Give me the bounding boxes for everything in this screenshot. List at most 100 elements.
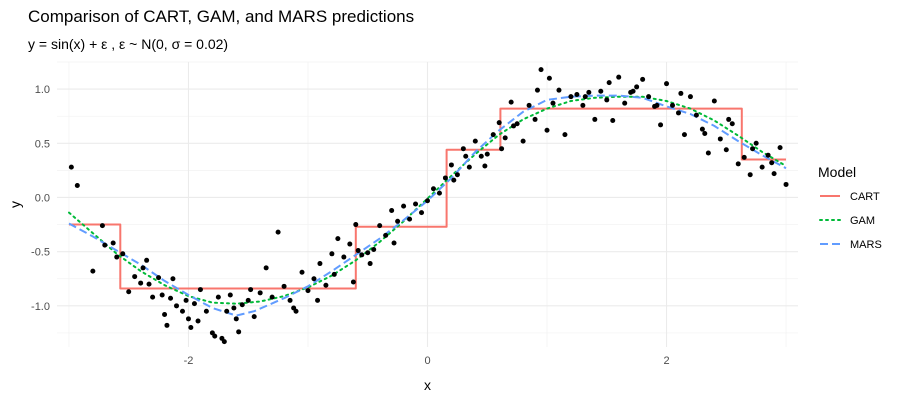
data-point: [622, 100, 628, 106]
data-point: [203, 308, 209, 314]
data-point: [140, 265, 146, 271]
data-point: [448, 162, 454, 168]
data-point: [520, 138, 526, 144]
data-point: [482, 163, 488, 169]
data-point: [466, 164, 472, 170]
data-point: [580, 102, 586, 108]
data-point: [275, 229, 281, 235]
data-point: [102, 242, 108, 248]
data-point: [120, 251, 126, 257]
data-point: [68, 164, 74, 170]
data-point: [729, 121, 735, 127]
data-point: [616, 74, 622, 80]
data-point: [544, 127, 550, 133]
data-point: [574, 92, 580, 98]
data-point: [164, 322, 170, 328]
data-point: [750, 146, 756, 152]
data-point: [586, 89, 592, 95]
data-point: [355, 248, 361, 254]
x-axis-title: x: [424, 377, 431, 393]
data-point: [460, 146, 466, 152]
data-point: [287, 297, 293, 303]
data-point: [640, 76, 646, 82]
data-point: [490, 132, 496, 138]
data-point: [508, 99, 514, 105]
data-point: [425, 198, 430, 204]
data-point: [442, 175, 448, 181]
data-point: [281, 283, 287, 289]
data-point: [315, 297, 321, 303]
data-point: [99, 223, 105, 229]
data-point: [224, 308, 230, 314]
data-point: [534, 87, 540, 93]
y-tick-label: 0.5: [35, 138, 50, 150]
data-point: [236, 329, 242, 335]
data-point: [341, 254, 347, 260]
legend-label-gam: GAM: [850, 215, 875, 227]
data-point: [371, 246, 377, 252]
data-point: [367, 261, 373, 267]
y-tick-label: 0.0: [35, 192, 50, 204]
data-point: [687, 94, 693, 100]
data-point: [783, 181, 789, 187]
data-point: [478, 153, 484, 159]
data-point: [132, 274, 138, 280]
chart-points: [68, 67, 789, 345]
series-line-cart: [69, 107, 786, 290]
data-point: [681, 132, 687, 138]
data-point: [499, 146, 505, 152]
data-point: [221, 339, 227, 345]
data-point: [329, 251, 335, 257]
data-point: [646, 94, 652, 100]
data-point: [413, 201, 419, 207]
data-point: [179, 308, 185, 314]
data-point: [377, 223, 383, 229]
data-point: [568, 94, 574, 100]
chart-title: Comparison of CART, GAM, and MARS predic…: [28, 7, 415, 26]
data-point: [162, 311, 168, 317]
data-point: [451, 177, 457, 183]
data-point: [347, 241, 353, 247]
data-point: [212, 333, 218, 339]
data-point: [335, 236, 341, 242]
y-axis-title: y: [7, 201, 23, 208]
data-point: [664, 81, 670, 87]
data-point: [188, 324, 194, 330]
data-point: [765, 152, 771, 158]
data-point: [598, 88, 604, 94]
data-point: [407, 216, 413, 222]
data-point: [606, 80, 612, 86]
data-point: [114, 254, 120, 260]
data-point: [359, 252, 365, 258]
data-point: [401, 203, 407, 209]
data-point: [90, 268, 96, 274]
data-point: [538, 67, 544, 73]
data-point: [484, 151, 490, 157]
x-tick-label: 0: [424, 355, 430, 367]
data-point: [251, 314, 257, 320]
data-point: [391, 240, 397, 246]
data-point: [174, 303, 180, 309]
data-point: [654, 102, 660, 108]
data-point: [110, 240, 116, 246]
data-point: [610, 118, 616, 124]
data-point: [317, 261, 323, 267]
data-point: [350, 279, 356, 285]
data-point: [126, 289, 132, 295]
x-tick-label: -2: [184, 355, 194, 367]
data-point: [419, 210, 425, 216]
data-point: [526, 102, 532, 108]
data-point: [257, 290, 263, 296]
data-point: [331, 271, 337, 277]
data-point: [383, 232, 389, 238]
data-point: [365, 250, 371, 256]
data-point: [215, 294, 221, 300]
data-point: [170, 276, 176, 282]
data-point: [699, 126, 705, 132]
chart-grid: [57, 61, 798, 347]
data-point: [291, 305, 297, 311]
data-point: [496, 120, 502, 126]
data-point: [678, 90, 684, 96]
data-point: [195, 318, 201, 324]
